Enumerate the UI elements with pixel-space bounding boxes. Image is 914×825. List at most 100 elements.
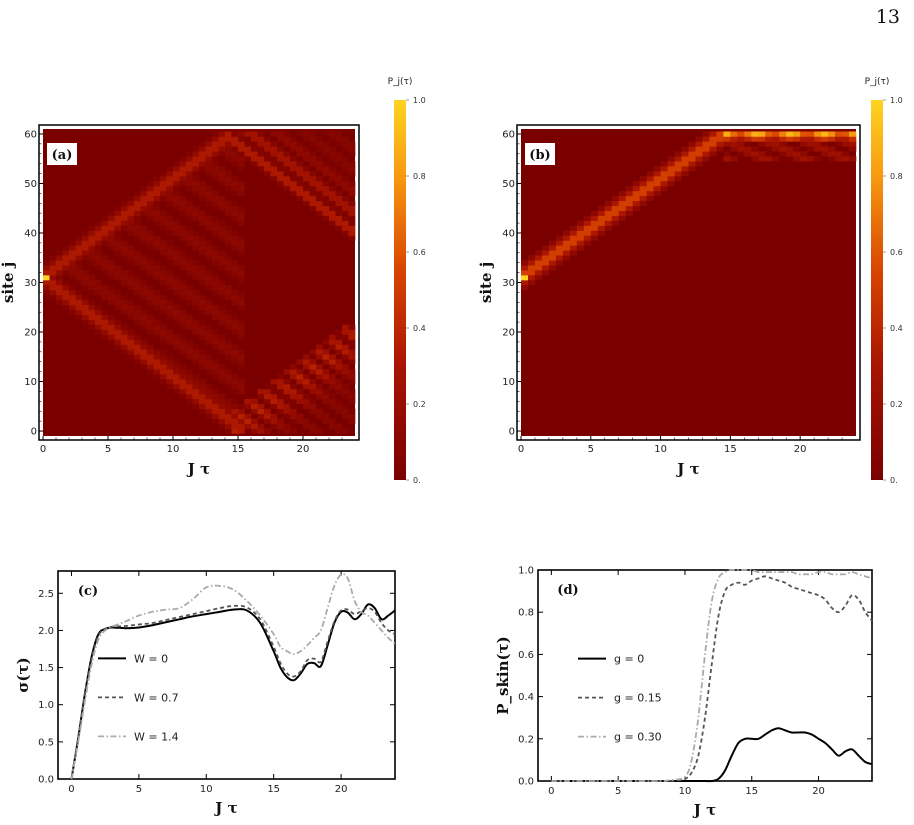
heatmap-cell xyxy=(342,156,349,162)
heatmap-cell xyxy=(231,428,239,434)
heatmap-cell xyxy=(342,215,349,221)
heatmap-cell xyxy=(88,299,96,306)
heatmap-cell xyxy=(225,270,232,276)
heatmap-cell xyxy=(186,388,193,395)
heatmap-cell xyxy=(758,151,766,157)
heatmap-cell xyxy=(270,379,278,385)
heatmap-cell xyxy=(231,176,239,182)
heatmap-cell xyxy=(231,324,239,330)
heatmap-cell xyxy=(569,230,578,236)
heatmap-cell xyxy=(199,195,206,202)
colorbar xyxy=(871,100,883,480)
heatmap-cell xyxy=(166,230,174,236)
heatmap-cell xyxy=(238,354,245,360)
heatmap-cell xyxy=(744,146,752,152)
heatmap-cell xyxy=(646,185,654,192)
heatmap-cell xyxy=(342,393,349,400)
heatmap-cell xyxy=(264,384,271,390)
heatmap-cell xyxy=(316,180,323,187)
heatmap-cell xyxy=(218,374,226,380)
heatmap-cell xyxy=(173,280,180,286)
heatmap-cell xyxy=(212,403,219,410)
heatmap-cell xyxy=(329,403,336,410)
heatmap-cell xyxy=(238,388,245,395)
heatmap-cell xyxy=(186,260,193,266)
heatmap-cell xyxy=(179,334,187,340)
heatmap-cell xyxy=(88,304,96,311)
heatmap-cell xyxy=(335,215,343,221)
heatmap-cell xyxy=(199,156,206,162)
heatmap-cell xyxy=(569,225,578,231)
heatmap-cell xyxy=(264,136,271,142)
heatmap-cell xyxy=(56,270,63,276)
heatmap-cell xyxy=(322,418,330,424)
heatmap-cell xyxy=(108,329,115,335)
heatmap-cell xyxy=(583,230,592,236)
heatmap-cell xyxy=(329,374,336,380)
heatmap-cell xyxy=(108,270,115,276)
heatmap-cell xyxy=(231,329,239,335)
heatmap-cell xyxy=(765,156,773,162)
heatmap-cell xyxy=(225,265,232,271)
heatmap-cell xyxy=(322,393,330,400)
heatmap-cell xyxy=(95,245,102,251)
y-tick-label: 30 xyxy=(24,278,37,289)
heatmap-cell xyxy=(114,265,122,271)
heatmap-cell xyxy=(225,151,232,157)
heatmap-cell xyxy=(62,265,70,271)
heatmap-cell xyxy=(316,369,323,375)
heatmap-cell xyxy=(674,156,682,162)
heatmap-cell xyxy=(231,230,239,236)
heatmap-cell xyxy=(179,344,187,350)
heatmap-cell xyxy=(541,250,550,256)
heatmap-cell xyxy=(576,245,585,251)
heatmap-cell xyxy=(583,225,592,231)
heatmap-cell xyxy=(153,195,161,202)
heatmap-cell xyxy=(604,205,613,211)
heatmap-cell xyxy=(238,423,245,429)
heatmap-cell xyxy=(140,314,148,320)
heatmap-cell xyxy=(199,270,206,276)
x-axis-label: J τ xyxy=(692,801,716,819)
heatmap-cell xyxy=(192,344,200,350)
heatmap-cell xyxy=(244,131,252,137)
heatmap-cell xyxy=(95,220,102,226)
heatmap-cell xyxy=(842,141,850,147)
heatmap-cell xyxy=(173,245,180,251)
heatmap-cell xyxy=(283,388,291,395)
heatmap-cell xyxy=(329,171,336,177)
heatmap-cell xyxy=(199,161,206,167)
heatmap-cell xyxy=(218,398,226,405)
heatmap-cell xyxy=(342,166,349,172)
heatmap-cell xyxy=(296,185,304,192)
heatmap-cell xyxy=(192,240,200,246)
heatmap-cell xyxy=(147,195,154,202)
heatmap-cell xyxy=(569,235,578,241)
heatmap-cell xyxy=(244,413,252,419)
heatmap-cell xyxy=(225,131,232,137)
heatmap-cell xyxy=(147,359,154,365)
heatmap-cell xyxy=(329,190,336,197)
heatmap-cell xyxy=(173,284,180,291)
heatmap-cell xyxy=(702,156,710,162)
heatmap-cell xyxy=(270,151,278,157)
heatmap-cell xyxy=(225,180,232,187)
heatmap-cell xyxy=(569,240,578,246)
heatmap-cell xyxy=(296,359,304,365)
heatmap-cell xyxy=(101,220,109,226)
heatmap-cell xyxy=(329,185,336,192)
heatmap-cell xyxy=(296,176,304,182)
series-line-3 xyxy=(551,568,873,782)
heatmap-cell xyxy=(238,319,245,325)
heatmap-cell xyxy=(108,230,115,236)
heatmap-cell xyxy=(166,304,174,311)
heatmap-cell xyxy=(140,289,148,296)
heatmap-cell xyxy=(205,339,213,345)
heatmap-cell xyxy=(88,309,96,315)
heatmap-cell xyxy=(140,190,148,197)
heatmap-cell xyxy=(179,349,187,355)
heatmap-cell xyxy=(527,270,536,276)
heatmap-cell xyxy=(744,131,752,137)
colorbar xyxy=(394,100,406,480)
heatmap-cell xyxy=(303,393,310,400)
